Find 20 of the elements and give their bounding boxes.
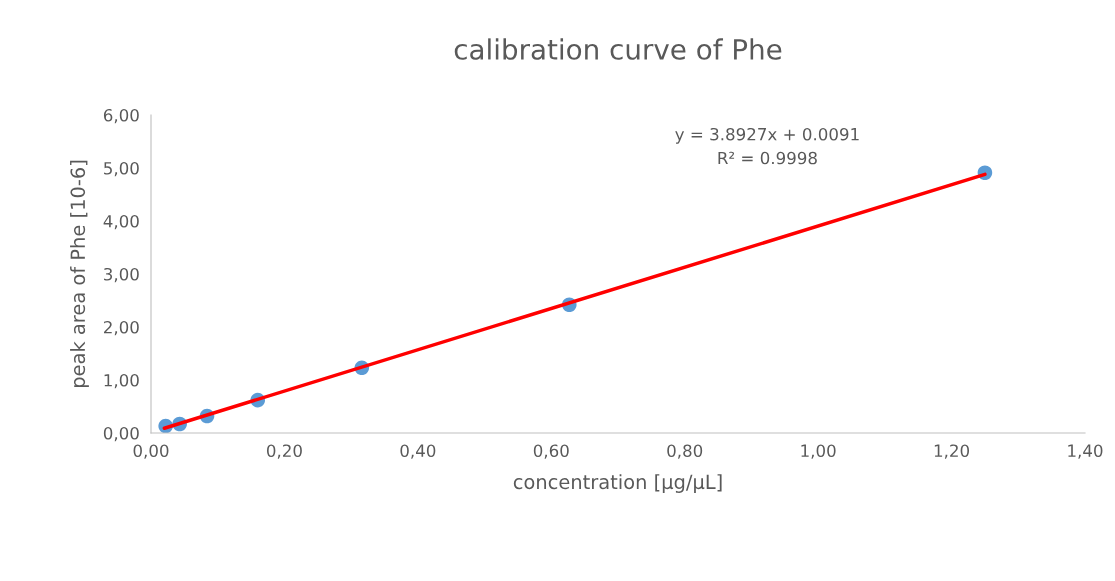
x-tick-label: 0,60 xyxy=(533,444,569,459)
y-axis-title: peak area of Phe [10-6] xyxy=(70,160,89,388)
x-tick-label: 1,20 xyxy=(934,444,970,459)
x-tick-label: 0,80 xyxy=(667,444,703,459)
x-tick-label: 0,40 xyxy=(400,444,436,459)
x-tick-label: 1,40 xyxy=(1068,444,1103,459)
y-tick-label: 4,00 xyxy=(103,214,139,230)
y-tick-label: 1,00 xyxy=(104,373,139,389)
y-tick-label: 3,00 xyxy=(104,267,139,283)
x-tick-label: 0,20 xyxy=(266,444,302,459)
x-tick-label: 1,00 xyxy=(801,444,836,459)
y-tick-label: 0,00 xyxy=(103,426,139,442)
x-tick-label: 0,00 xyxy=(133,444,169,459)
x-axis-title: concentration [µg/µL] xyxy=(513,474,722,493)
y-tick-label: 2,00 xyxy=(104,320,139,336)
y-tick-label: 5,00 xyxy=(104,161,139,177)
annotation: y = 3.8927x + 0.0091 xyxy=(675,127,859,144)
chart-title: calibration curve of Phe xyxy=(454,38,782,60)
annotation: R² = 0.9998 xyxy=(718,151,817,165)
y-tick-label: 6,00 xyxy=(103,108,139,124)
